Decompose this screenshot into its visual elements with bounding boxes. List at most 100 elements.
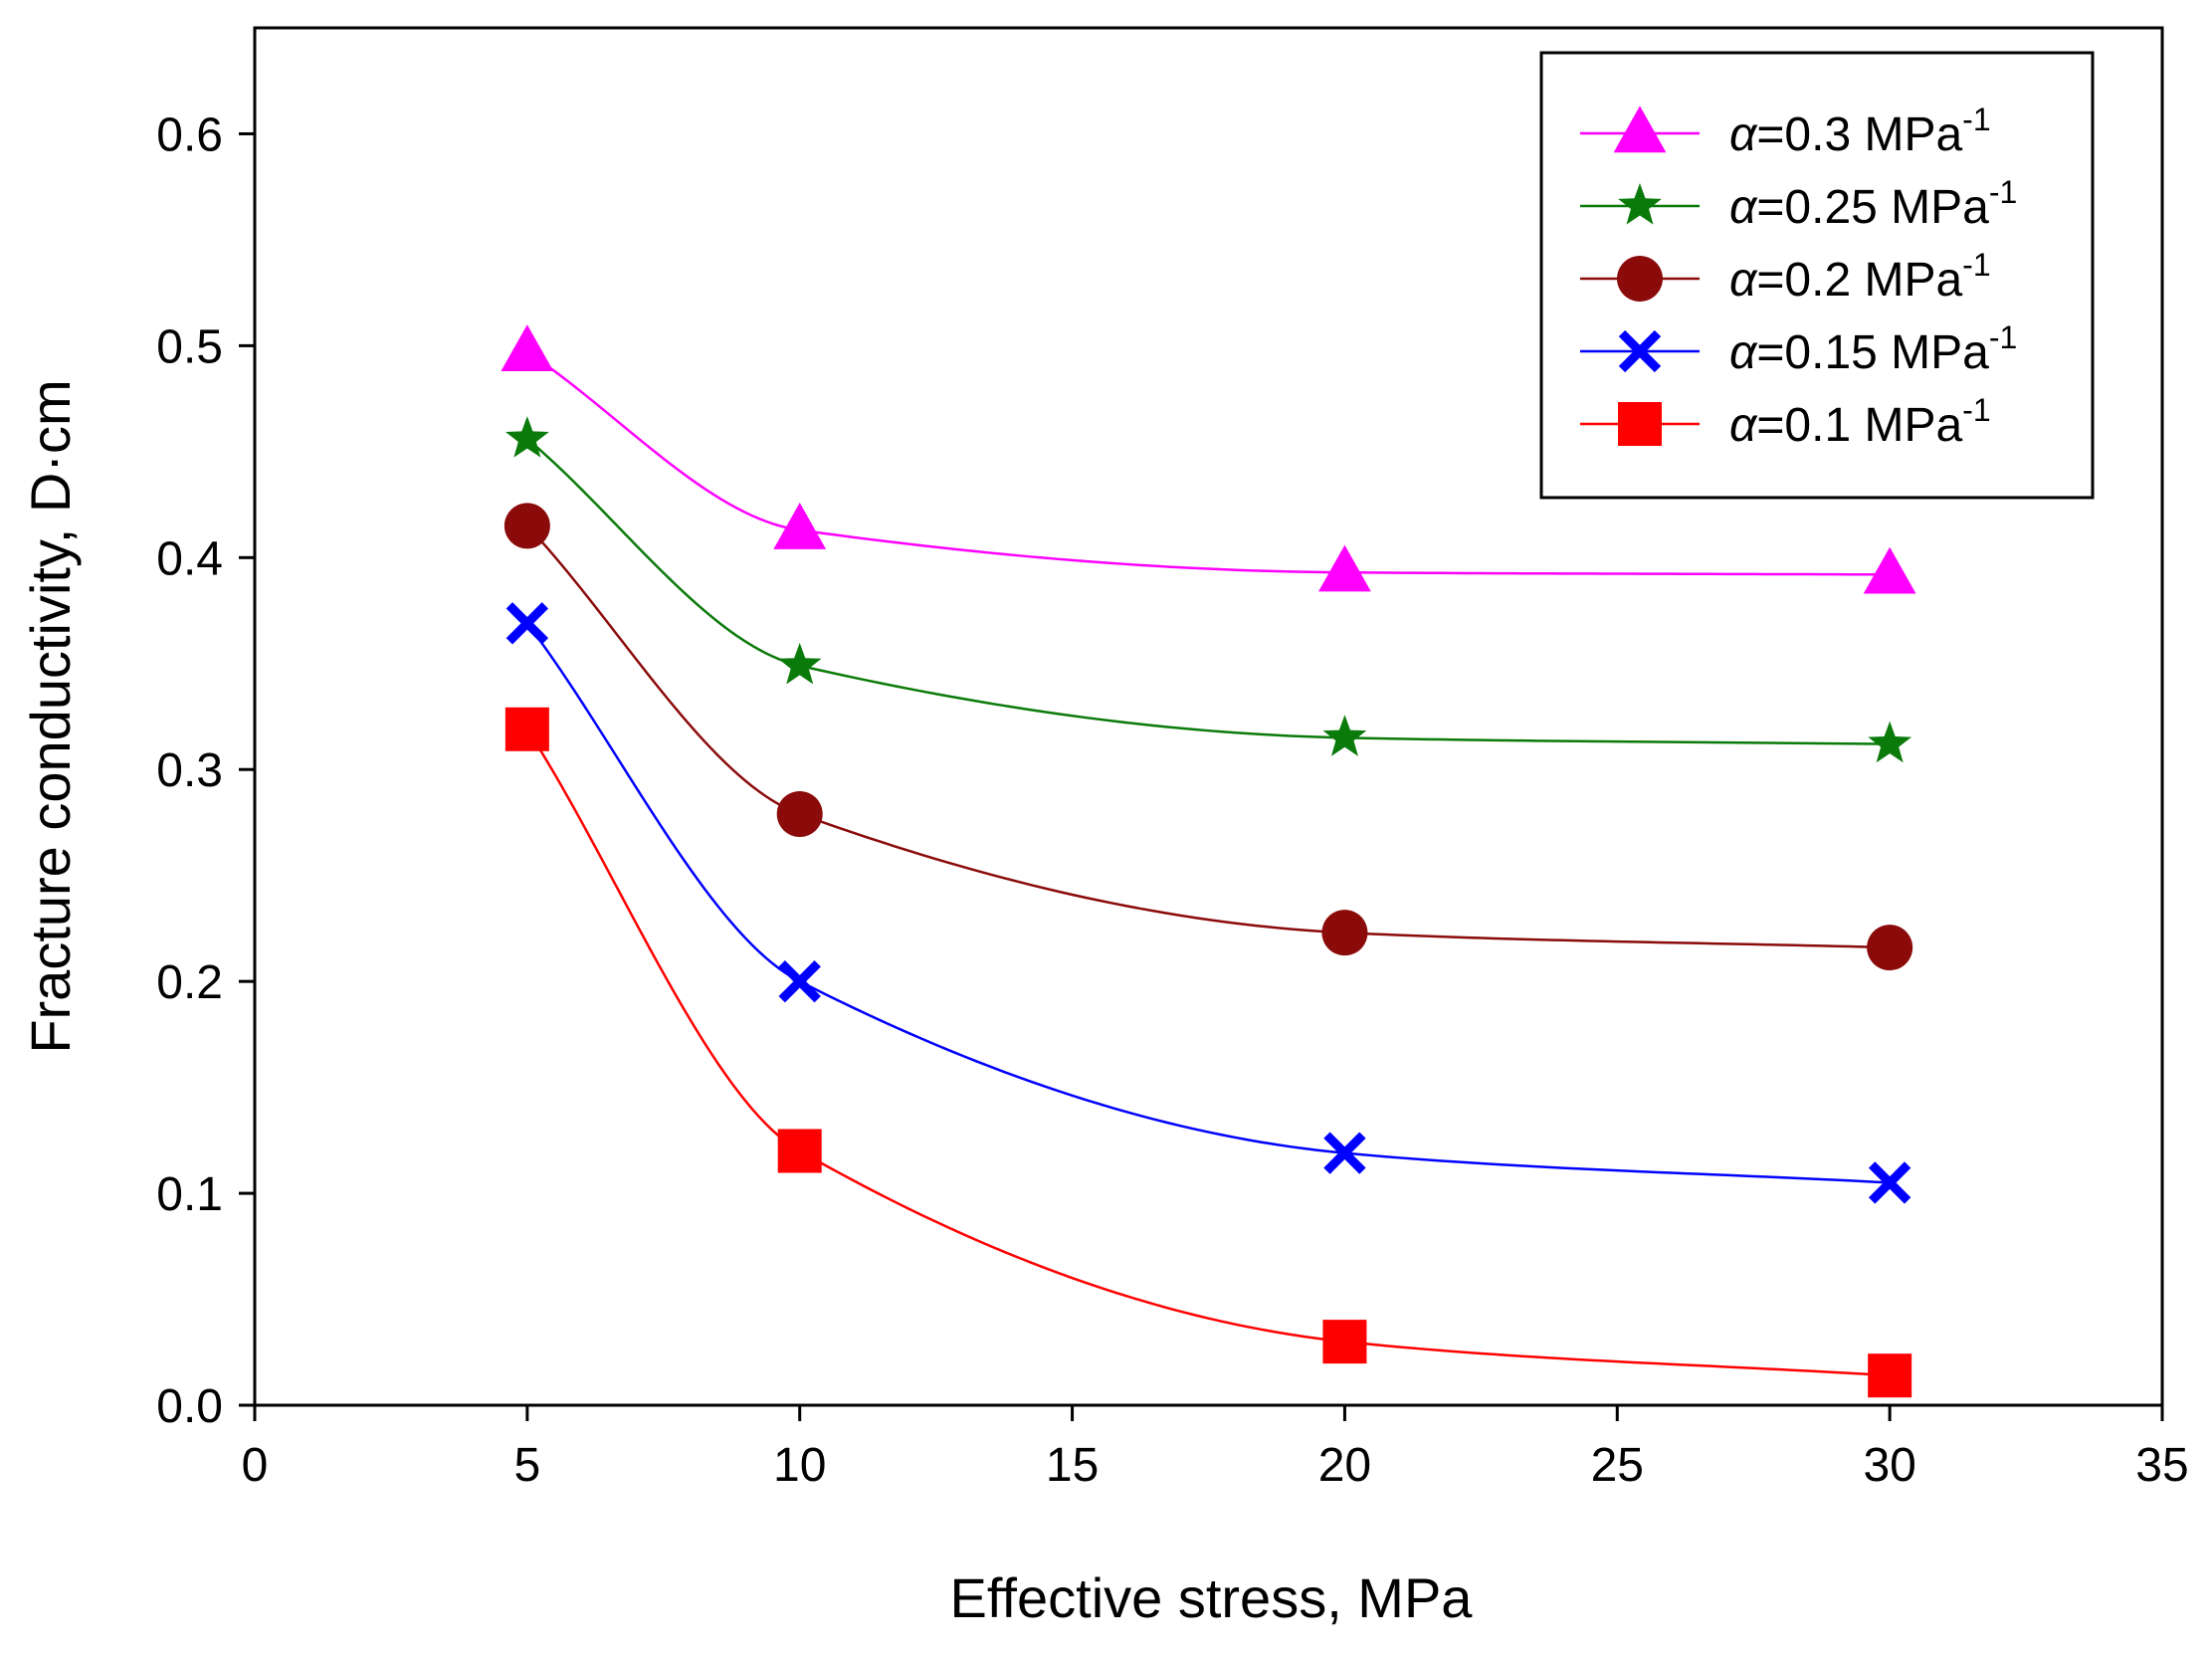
legend-label-main: =0.2 MPa (1756, 254, 1962, 307)
legend-label: α=0.3 MPa-1 (1729, 102, 1991, 161)
x-tick-label: 30 (1863, 1439, 1915, 1492)
x-tick-label: 35 (2135, 1439, 2188, 1492)
square-marker-shape (1868, 1353, 1912, 1398)
series-markers (501, 324, 1916, 1398)
x-tick-label: 25 (1591, 1439, 1644, 1492)
star-marker-shape (1322, 715, 1367, 756)
x-tick-label: 15 (1046, 1439, 1099, 1492)
data-point-series-1 (501, 324, 554, 371)
x-tick-label: 10 (773, 1439, 826, 1492)
series-line-3 (525, 524, 1891, 949)
legend-item: α=0.1 MPa-1 (1580, 392, 1991, 452)
data-point-series-4 (1868, 1161, 1911, 1204)
cross-marker-stroke (778, 959, 821, 1003)
legend-marker (1618, 183, 1662, 225)
legend-label-superscript: -1 (1962, 102, 1990, 137)
legend-alpha-symbol: α (1729, 326, 1758, 379)
triangle-marker-shape (773, 503, 827, 549)
plot-frame (253, 26, 2164, 1407)
legend-label: α=0.1 MPa-1 (1729, 392, 1991, 452)
data-point-series-3 (776, 790, 823, 837)
data-point-series-2 (1868, 721, 1912, 763)
legend-alpha-symbol: α (1729, 254, 1758, 307)
circle-marker-shape (1867, 925, 1913, 971)
star-marker-shape (504, 416, 549, 458)
legend-label-main: =0.1 MPa (1756, 399, 1962, 452)
x-tick-label: 20 (1318, 1439, 1371, 1492)
y-tick-label: 0.0 (156, 1380, 223, 1433)
series-line-1 (526, 350, 1891, 576)
data-point-series-1 (1318, 544, 1371, 592)
legend-label-superscript: -1 (1989, 174, 2017, 210)
data-point-series-4 (1323, 1132, 1366, 1174)
triangle-marker-shape (1863, 546, 1916, 594)
cross-marker-stroke (1868, 1161, 1911, 1204)
legend-alpha-symbol: α (1729, 399, 1758, 452)
cross-marker-stroke (1323, 1132, 1366, 1174)
y-tick-label: 0.1 (156, 1168, 223, 1221)
y-tick-label: 0.2 (156, 956, 223, 1009)
data-point-series-5 (1868, 1353, 1912, 1398)
cross-marker-stroke (1618, 329, 1662, 373)
y-tick-label: 0.5 (156, 320, 223, 373)
x-tick-label: 0 (242, 1439, 269, 1492)
x-axis-title: Effective stress, MPa (950, 1566, 1474, 1629)
legend-label-main: =0.25 MPa (1756, 181, 1989, 234)
y-tick-label: 0.4 (156, 532, 223, 585)
data-point-series-4 (778, 959, 821, 1003)
legend-item: α=0.2 MPa-1 (1580, 247, 1991, 307)
data-point-series-5 (777, 1129, 822, 1173)
legend-marker (1617, 256, 1663, 302)
x-tick-label: 5 (514, 1439, 541, 1492)
legend-marker (1618, 402, 1662, 446)
series-line-5 (525, 728, 1891, 1377)
legend: α=0.3 MPa-1α=0.25 MPa-1α=0.2 MPa-1α=0.15… (1539, 51, 2095, 500)
square-marker-shape (1618, 402, 1662, 446)
data-point-series-1 (773, 503, 827, 549)
y-tick-label: 0.6 (156, 108, 223, 161)
legend-marker (1618, 329, 1662, 373)
data-point-series-2 (504, 416, 549, 458)
triangle-marker-shape (1613, 105, 1667, 153)
data-point-series-5 (504, 707, 549, 751)
legend-label-superscript: -1 (1962, 392, 1990, 428)
series-line-2 (526, 438, 1891, 745)
star-marker-shape (1868, 721, 1912, 763)
y-tick-label: 0.3 (156, 744, 223, 797)
y-axis: 0.0 0.1 0.2 0.3 0.4 0.5 0.6 (156, 108, 255, 1433)
series-line-4 (525, 622, 1891, 1184)
data-point-series-5 (1322, 1320, 1367, 1364)
legend-alpha-symbol: α (1729, 108, 1758, 161)
legend-alpha-symbol: α (1729, 181, 1758, 234)
square-marker-shape (1322, 1320, 1367, 1364)
data-point-series-2 (1322, 715, 1367, 756)
circle-marker-shape (1321, 910, 1368, 956)
legend-label-superscript: -1 (1989, 319, 2017, 355)
star-marker-shape (1618, 183, 1662, 225)
square-marker-shape (777, 1129, 822, 1173)
data-point-series-3 (503, 503, 550, 549)
legend-label-superscript: -1 (1962, 247, 1990, 283)
legend-label-main: =0.3 MPa (1756, 108, 1962, 161)
data-point-series-1 (1863, 546, 1916, 594)
series-lines (525, 350, 1891, 1377)
y-axis-title: Fracture conductivity, D·cm (19, 379, 82, 1053)
triangle-marker-shape (1318, 544, 1371, 592)
star-marker-shape (777, 642, 822, 685)
legend-item: α=0.15 MPa-1 (1580, 319, 2017, 379)
legend-label: α=0.15 MPa-1 (1729, 319, 2017, 379)
data-point-series-3 (1867, 925, 1913, 971)
data-point-series-3 (1321, 910, 1368, 956)
legend-item: α=0.3 MPa-1 (1580, 102, 1991, 161)
legend-label: α=0.25 MPa-1 (1729, 174, 2017, 234)
circle-marker-shape (776, 790, 823, 837)
data-point-series-2 (777, 642, 822, 685)
cross-marker-stroke (505, 602, 549, 645)
x-axis: 0 5 10 15 20 25 30 35 (242, 1405, 2189, 1492)
triangle-marker-shape (501, 324, 554, 371)
legend-label-main: =0.15 MPa (1756, 326, 1989, 379)
legend-marker (1613, 105, 1667, 153)
legend-label: α=0.2 MPa-1 (1729, 247, 1991, 307)
legend-item: α=0.25 MPa-1 (1580, 174, 2017, 234)
